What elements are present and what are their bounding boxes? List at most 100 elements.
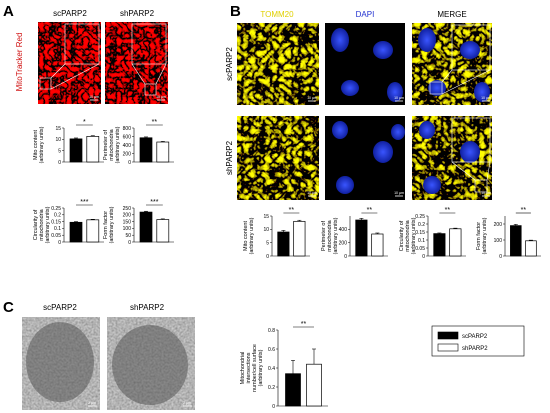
- micrograph: [237, 116, 319, 200]
- y-tick-label: 200: [123, 213, 132, 219]
- y-tick-label: 400: [339, 227, 348, 233]
- y-tick-label: 200: [494, 222, 503, 228]
- y-axis-label: (arbitrary units): [115, 126, 121, 163]
- significance-label: **: [289, 207, 295, 214]
- y-tick-label: 0.4: [268, 366, 275, 372]
- y-axis-label: Mito content: [243, 221, 249, 251]
- y-tick-label: 0: [58, 160, 61, 166]
- y-tick-label: 0: [499, 254, 502, 260]
- column-title: MERGE: [437, 10, 466, 19]
- y-axis-label: mitochondria: [109, 128, 115, 160]
- scale-bar-label: 10 µm: [394, 191, 404, 195]
- y-tick-label: 0.05: [415, 246, 425, 252]
- bar: [285, 373, 301, 407]
- significance-label: **: [152, 119, 158, 126]
- y-axis-label: Mito content: [33, 130, 39, 160]
- y-tick-label: 0.6: [268, 347, 275, 353]
- y-tick-label: 600: [123, 134, 132, 140]
- panel-label: B: [230, 3, 241, 20]
- y-tick-label: 0.15: [51, 219, 61, 225]
- y-axis-label: (arbitrary units): [39, 126, 45, 163]
- bar: [86, 219, 100, 243]
- bar: [86, 136, 100, 163]
- y-tick-label: 0: [58, 240, 61, 246]
- y-tick-label: 10: [55, 137, 61, 143]
- micrograph-grid: 10 µm 10 µm 10 µm 10 µm 10 µm 10 µm: [237, 23, 492, 200]
- significance-label: ***: [80, 199, 88, 206]
- y-axis-label: mitochondria: [39, 208, 45, 240]
- scale-bar-label: 10 µm: [156, 95, 166, 99]
- y-axis-label: (arbitrary units): [411, 217, 417, 254]
- y-axis-label: mitochondria: [327, 219, 333, 251]
- column-title: shPARP2: [130, 303, 165, 312]
- y-axis-label: Perimeter of: [103, 130, 109, 160]
- y-tick-label: 200: [339, 240, 348, 246]
- bar: [371, 233, 384, 257]
- row-label: scPARP2: [225, 47, 234, 81]
- micrograph: [38, 22, 101, 104]
- y-tick-label: 100: [494, 238, 503, 244]
- column-title: TOMM20: [260, 10, 294, 19]
- y-tick-label: 0.25: [415, 214, 425, 220]
- row-label: MitoTracker Red: [15, 33, 24, 92]
- scale-bar-label: 10 µm: [89, 95, 99, 99]
- bar: [355, 219, 368, 257]
- legend-label: shPARP2: [462, 346, 488, 352]
- y-tick-label: 100: [123, 226, 132, 232]
- panel-label: C: [3, 299, 14, 316]
- y-tick-label: 50: [125, 233, 131, 239]
- y-tick-label: 800: [123, 126, 132, 132]
- y-axis-label: Circularity of: [399, 220, 405, 251]
- y-tick-label: 0: [266, 254, 269, 260]
- y-tick-label: 0: [422, 254, 425, 260]
- scale-bar-label: 10 µm: [394, 96, 404, 100]
- y-axis-label: (arbitrary units): [45, 206, 51, 243]
- y-tick-label: 10: [263, 227, 269, 233]
- y-tick-label: 15: [263, 214, 269, 220]
- scale-bar-label: 2 µm: [88, 401, 96, 405]
- column-title: shPARP2: [120, 9, 155, 18]
- y-tick-label: 250: [123, 206, 132, 212]
- legend-swatch: [437, 331, 459, 340]
- bar: [139, 137, 153, 163]
- scale-bar-label: 10 µm: [481, 96, 491, 100]
- scale-bar: [308, 100, 490, 197]
- y-tick-label: 0.2: [268, 385, 275, 391]
- y-tick-label: 0: [128, 160, 131, 166]
- cell: [112, 325, 188, 405]
- y-tick-label: 0.25: [51, 206, 61, 212]
- scale-bar-label: 2 µm: [183, 401, 191, 405]
- y-axis-label: number/cell surface: [252, 344, 258, 392]
- scale-bar-label: 10 µm: [307, 96, 317, 100]
- inset-box: [429, 24, 491, 193]
- significance-label: **: [301, 321, 307, 328]
- column-title: DAPI: [356, 10, 375, 19]
- y-axis-label: mitochondria: [405, 219, 411, 251]
- y-tick-label: 0: [344, 254, 347, 260]
- bar: [306, 363, 322, 407]
- y-tick-label: 0.2: [54, 213, 61, 219]
- bar: [277, 231, 290, 257]
- y-axis-label: (arbitrary units): [333, 217, 339, 254]
- legend-swatch: [437, 343, 459, 352]
- significance-label: **: [521, 207, 527, 214]
- bar: [525, 240, 537, 257]
- bar: [293, 220, 306, 257]
- bar: [510, 225, 522, 257]
- bar: [156, 219, 170, 243]
- y-axis-label: (arbitrary units): [258, 349, 264, 386]
- panel-label: A: [3, 3, 14, 20]
- y-axis-label: Form factor: [476, 222, 482, 250]
- row-label: shPARP2: [225, 140, 234, 175]
- y-axis-label: intersections: [246, 352, 252, 383]
- bar: [69, 138, 83, 163]
- y-tick-label: 5: [266, 240, 269, 246]
- y-tick-label: 0.2: [418, 222, 425, 228]
- bar: [139, 211, 153, 243]
- y-tick-label: 400: [123, 143, 132, 149]
- significance-label: **: [445, 207, 451, 214]
- scale-bar-label: 10 µm: [481, 191, 491, 195]
- y-tick-label: 200: [123, 151, 132, 157]
- scale-bar-label: 10 µm: [307, 191, 317, 195]
